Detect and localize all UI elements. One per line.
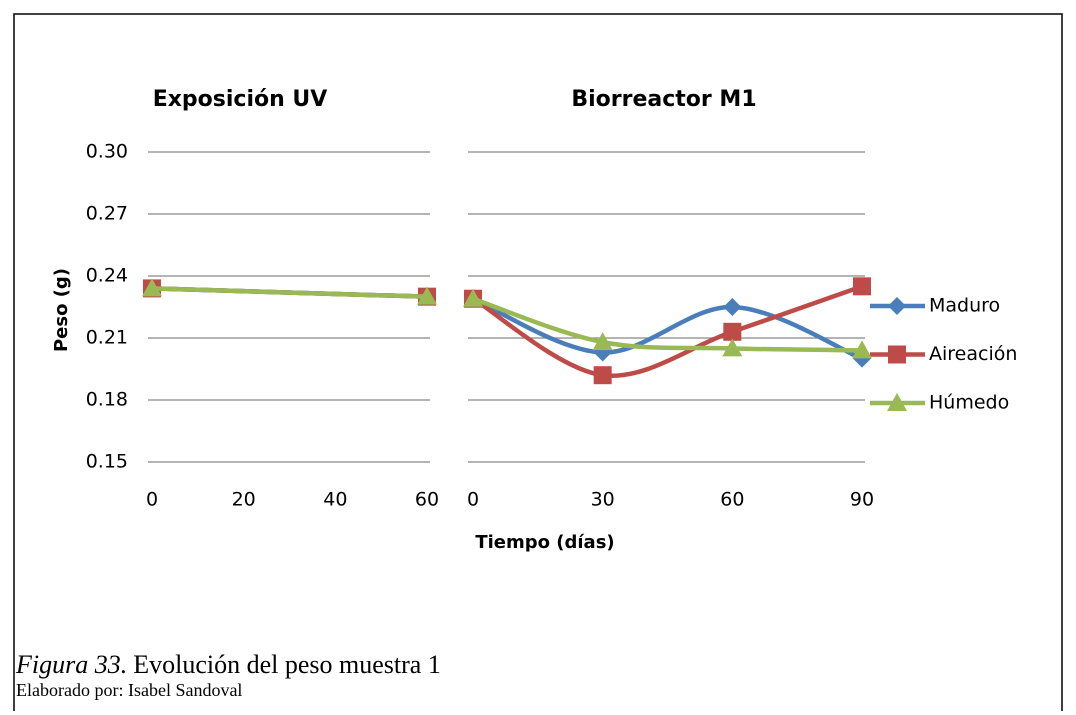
credit: Elaborado por: Isabel Sandoval — [16, 680, 242, 700]
legend-marker — [887, 393, 907, 411]
legend-label: Aireación — [929, 343, 1017, 365]
marker — [853, 277, 871, 296]
legend-label: Maduro — [929, 295, 1000, 317]
y-tick-label: 0.24 — [86, 265, 128, 287]
x-tick-label: 0 — [146, 489, 158, 511]
x-tick-label: 20 — [232, 489, 256, 511]
legend-marker — [888, 297, 906, 315]
marker — [592, 332, 613, 351]
marker — [417, 286, 437, 305]
y-tick-label: 0.18 — [86, 389, 128, 411]
series-line — [471, 284, 863, 379]
marker — [142, 278, 162, 297]
legend-label: Húmedo — [929, 392, 1009, 414]
chart-title: Exposición UV — [153, 87, 328, 112]
y-tick-label: 0.27 — [86, 203, 128, 225]
series-line — [472, 296, 863, 361]
caption-label: Figura 33. — [15, 650, 127, 679]
legend-marker — [888, 345, 906, 364]
marker — [593, 366, 612, 385]
x-tick-label: 40 — [323, 489, 347, 511]
series-line — [472, 296, 863, 353]
series-line — [151, 286, 428, 299]
x-tick-label: 60 — [415, 489, 439, 511]
y-axis-label: Peso (g) — [51, 268, 72, 352]
y-tick-label: 0.30 — [86, 141, 128, 163]
y-tick-label: 0.15 — [86, 451, 128, 473]
marker — [722, 338, 743, 357]
x-axis-label: Tiempo (días) — [475, 532, 614, 553]
x-tick-label: 30 — [591, 489, 615, 511]
x-tick-label: 60 — [720, 489, 744, 511]
x-tick-label: 0 — [467, 489, 479, 511]
marker — [723, 298, 742, 316]
marker — [463, 288, 483, 307]
frame — [13, 13, 1063, 711]
x-tick-label: 90 — [850, 489, 874, 511]
caption: Figura 33. Evolución del peso muestra 1 — [15, 650, 441, 679]
marker — [723, 322, 742, 341]
caption-text: Evolución del peso muestra 1 — [133, 650, 441, 679]
y-tick-label: 0.21 — [86, 327, 128, 349]
marker — [852, 340, 872, 359]
chart-title: Biorreactor M1 — [571, 87, 756, 112]
